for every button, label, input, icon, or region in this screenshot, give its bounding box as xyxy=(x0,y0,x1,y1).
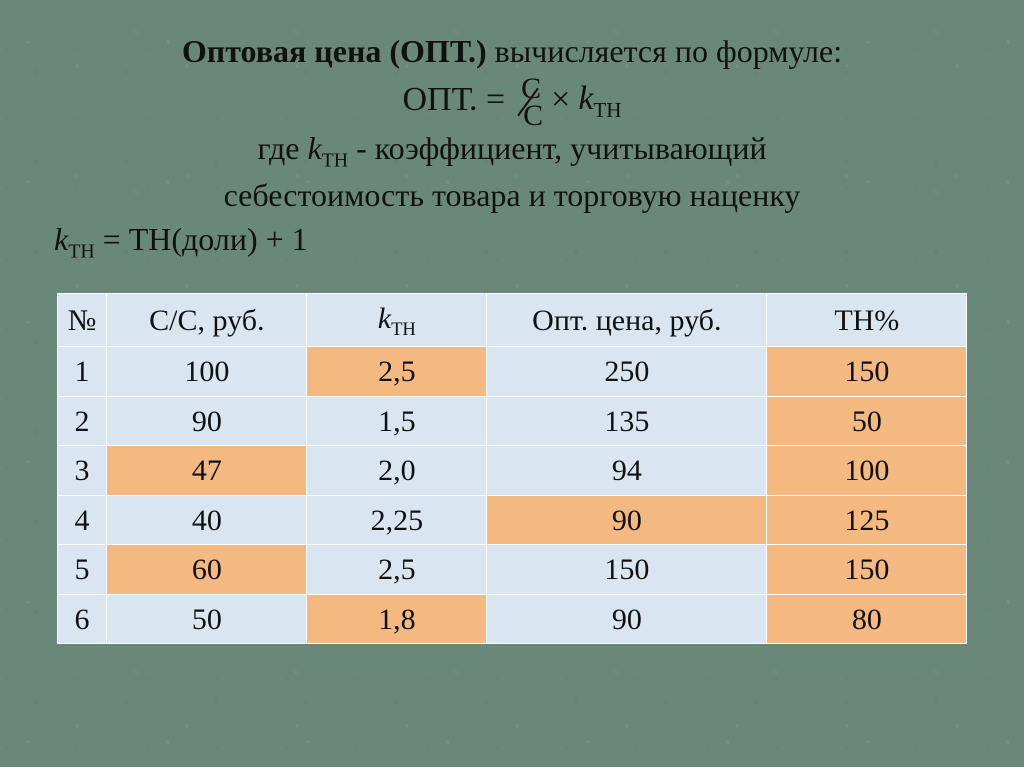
cell-k: 2,0 xyxy=(307,446,487,496)
table-header-row: № С/С, руб. kТН Опт. цена, руб. ТН% xyxy=(57,293,967,346)
title-line: Оптовая цена (ОПТ.) вычисляется по форму… xyxy=(42,30,982,73)
cell-number: 3 xyxy=(57,446,107,496)
table-row: 11002,5250150 xyxy=(57,347,967,397)
formula-k: kТН xyxy=(578,76,621,124)
cell-tn: 50 xyxy=(767,396,967,446)
formula-lhs: ОПТ. = xyxy=(402,77,505,123)
cell-number: 4 xyxy=(57,495,107,545)
table-row: 3472,094100 xyxy=(57,446,967,496)
cell-opt: 135 xyxy=(487,396,767,446)
header-cc: С/С, руб. xyxy=(107,293,307,346)
formula-multiply: × xyxy=(551,77,570,123)
table-row: 2901,513550 xyxy=(57,396,967,446)
formula: ОПТ. = С С × kТН xyxy=(402,73,621,127)
cell-k: 2,25 xyxy=(307,495,487,545)
cell-number: 2 xyxy=(57,396,107,446)
header-number: № xyxy=(57,293,107,346)
cell-opt: 150 xyxy=(487,545,767,595)
table-row: 6501,89080 xyxy=(57,594,967,644)
table-row: 4402,2590125 xyxy=(57,495,967,545)
cell-tn: 100 xyxy=(767,446,967,496)
formula-line: ОПТ. = С С × kТН xyxy=(42,73,982,127)
cell-cc: 47 xyxy=(107,446,307,496)
header-k: kТН xyxy=(307,293,487,346)
cell-k: 2,5 xyxy=(307,545,487,595)
cell-k: 2,5 xyxy=(307,347,487,397)
table-row: 5602,5150150 xyxy=(57,545,967,595)
cell-cc: 60 xyxy=(107,545,307,595)
cell-cc: 50 xyxy=(107,594,307,644)
cell-cc: 40 xyxy=(107,495,307,545)
formula-fraction: С С xyxy=(513,75,543,129)
cell-tn: 125 xyxy=(767,495,967,545)
cell-opt: 250 xyxy=(487,347,767,397)
cell-tn: 80 xyxy=(767,594,967,644)
pricing-table: № С/С, руб. kТН Опт. цена, руб. ТН% 1100… xyxy=(57,293,968,644)
slide: Оптовая цена (ОПТ.) вычисляется по форму… xyxy=(0,0,1024,767)
cell-tn: 150 xyxy=(767,347,967,397)
cell-cc: 90 xyxy=(107,396,307,446)
cell-opt: 90 xyxy=(487,495,767,545)
cell-number: 1 xyxy=(57,347,107,397)
cell-k: 1,8 xyxy=(307,594,487,644)
cell-opt: 90 xyxy=(487,594,767,644)
cell-tn: 150 xyxy=(767,545,967,595)
header-opt: Опт. цена, руб. xyxy=(487,293,767,346)
title-suffix: вычисляется по формуле: xyxy=(487,33,843,69)
cell-k: 1,5 xyxy=(307,396,487,446)
k-formula-line: kТН = ТН(доли) + 1 xyxy=(42,218,982,265)
desc-line-1: где kТН - коэффициент, учитывающий xyxy=(42,127,982,174)
cell-number: 6 xyxy=(57,594,107,644)
cell-cc: 100 xyxy=(107,347,307,397)
heading-block: Оптовая цена (ОПТ.) вычисляется по форму… xyxy=(42,30,982,265)
table-body: 11002,52501502901,5135503472,0941004402,… xyxy=(57,347,967,644)
desc-line-2: себестоимость товара и торговую наценку xyxy=(42,174,982,217)
title-bold: Оптовая цена (ОПТ.) xyxy=(182,33,487,69)
header-tn: ТН% xyxy=(767,293,967,346)
cell-opt: 94 xyxy=(487,446,767,496)
cell-number: 5 xyxy=(57,545,107,595)
